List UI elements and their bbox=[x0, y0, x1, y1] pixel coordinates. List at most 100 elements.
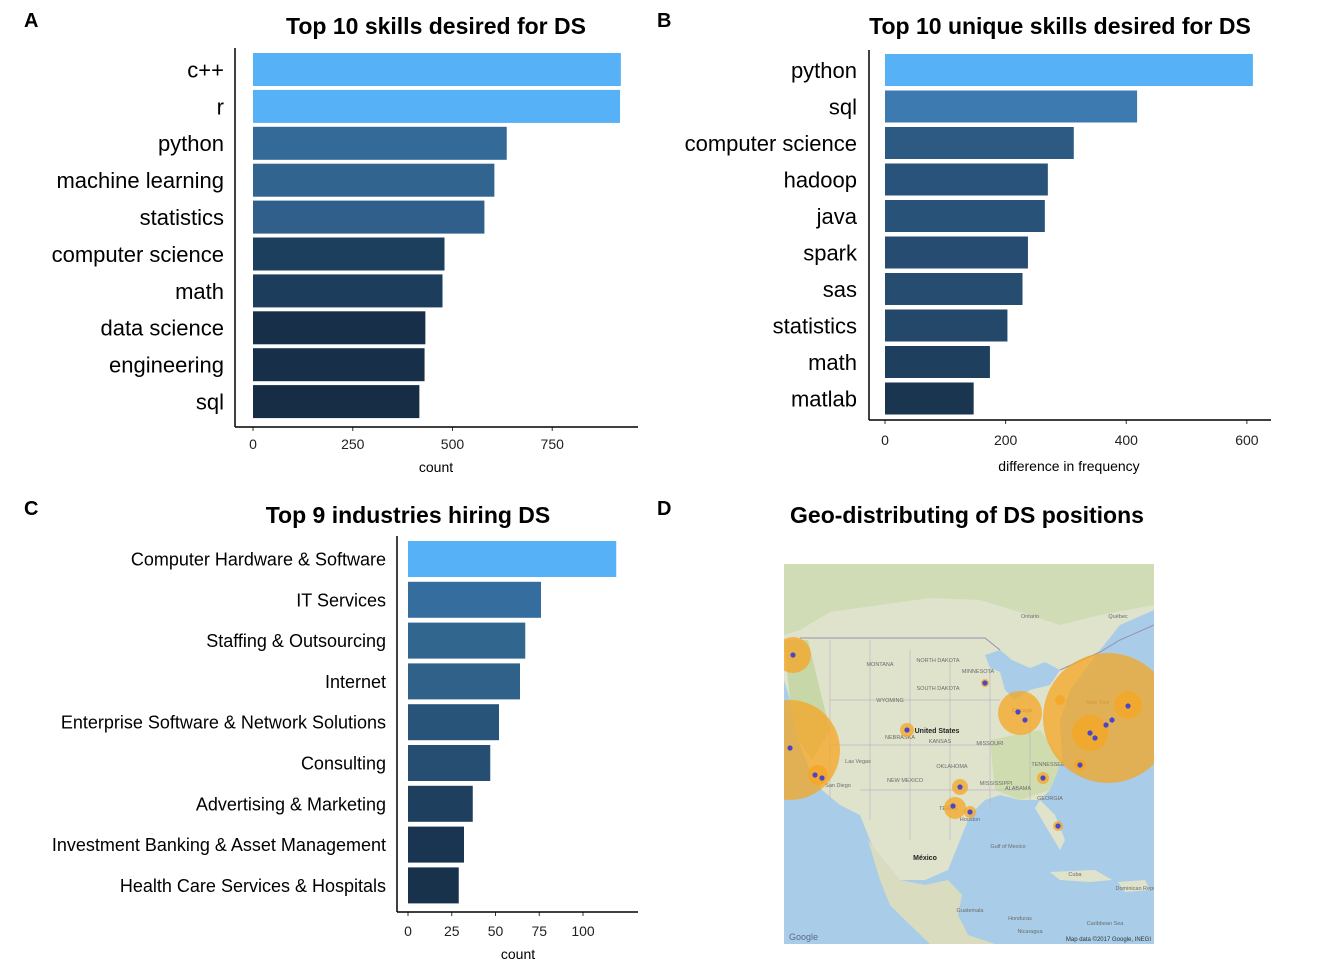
panel-label-d: D bbox=[657, 498, 672, 520]
map-label: OKLAHOMA bbox=[936, 764, 968, 770]
map-marker bbox=[1125, 703, 1131, 709]
map-label: United States bbox=[915, 728, 960, 735]
chart-a-bar bbox=[253, 348, 425, 382]
chart-c-category-label: Health Care Services & Hospitals bbox=[120, 876, 386, 896]
map-marker bbox=[1087, 730, 1093, 736]
chart-a-category-label: statistics bbox=[140, 205, 224, 230]
map-marker bbox=[819, 775, 825, 781]
chart-b-bar bbox=[885, 273, 1023, 305]
map-label: SOUTH DAKOTA bbox=[917, 686, 960, 692]
map-land-hispaniola bbox=[1118, 880, 1150, 892]
chart-b-bar bbox=[885, 382, 974, 415]
chart-b-tick-label: 0 bbox=[881, 432, 889, 448]
map-label: ALABAMA bbox=[1005, 786, 1031, 792]
chart-b-tick-label: 600 bbox=[1235, 432, 1259, 448]
map-label: Dominican Republic bbox=[1116, 886, 1165, 892]
chart-c-x-axis-title: count bbox=[501, 946, 535, 962]
chart-a-category-labels: c++ r python machine learning statistics comp… bbox=[52, 57, 224, 414]
chart-b-bar bbox=[885, 200, 1045, 232]
map-bubble bbox=[808, 765, 828, 785]
chart-b-category-label: computer science bbox=[685, 131, 857, 156]
chart-b-bar bbox=[885, 54, 1253, 86]
chart-c-tick-label: 75 bbox=[531, 923, 547, 939]
chart-b-category-labels: python sql computer science hadoop java spark… bbox=[685, 58, 858, 412]
chart-c-category-label: Advertising & Marketing bbox=[196, 794, 386, 814]
map-marker bbox=[1015, 709, 1021, 715]
map-label: NORTH DAKOTA bbox=[916, 658, 960, 664]
map-labels: Ontario Québec MONTANA NORTH DAKOTA SOUTH DA… bbox=[825, 614, 1165, 935]
chart-c-tick-label: 100 bbox=[571, 923, 595, 939]
chart-a-category-label: engineering bbox=[109, 353, 224, 378]
chart-c-category-labels: Computer Hardware & Software IT Services S… bbox=[52, 549, 386, 895]
chart-a-bars bbox=[253, 53, 621, 419]
chart-b-category-label: math bbox=[808, 350, 857, 375]
map-label: Caribbean Sea bbox=[1087, 921, 1125, 927]
map-label: MINNESOTA bbox=[962, 669, 995, 675]
chart-c-bar bbox=[408, 826, 464, 863]
map-marker bbox=[967, 809, 973, 815]
chart-c-tick-label: 50 bbox=[488, 923, 504, 939]
chart-d: Geo-distributing of DS positions Ontario… bbox=[740, 502, 1173, 944]
chart-c: Top 9 industries hiring DS Computer Hard… bbox=[52, 502, 638, 962]
map-bubble bbox=[1055, 695, 1065, 705]
chart-c-bar bbox=[408, 622, 526, 659]
chart-a-x-axis-title: count bbox=[419, 459, 453, 475]
chart-c-bar bbox=[408, 541, 617, 577]
chart-a-category-label: sql bbox=[196, 390, 224, 415]
map[interactable]: Ontario Québec MONTANA NORTH DAKOTA SOUTH DA… bbox=[740, 564, 1173, 944]
map-attribution: Map data ©2017 Google, INEGI bbox=[1066, 936, 1151, 943]
map-bubbles bbox=[784, 637, 1154, 831]
chart-c-category-label: Consulting bbox=[301, 753, 386, 773]
map-marker bbox=[1109, 717, 1115, 723]
chart-c-bar bbox=[408, 745, 491, 781]
map-marker bbox=[1055, 823, 1061, 829]
map-marker bbox=[787, 745, 793, 751]
map-google-logo: Google bbox=[789, 932, 818, 942]
chart-a-title: Top 10 skills desired for DS bbox=[286, 13, 586, 39]
chart-c-tick-label: 0 bbox=[404, 923, 412, 939]
chart-a-bar bbox=[253, 237, 445, 271]
map-bubble bbox=[944, 797, 966, 819]
map-marker bbox=[950, 803, 956, 809]
chart-b-title: Top 10 unique skills desired for DS bbox=[869, 13, 1251, 39]
chart-a-category-label: data science bbox=[100, 316, 224, 341]
chart-c-bars bbox=[408, 541, 617, 904]
chart-b-bar bbox=[885, 309, 1008, 342]
chart-a-ticks: 0 250 500 750 bbox=[249, 427, 564, 452]
chart-b-category-label: spark bbox=[803, 240, 858, 265]
panel-label-c: C bbox=[24, 498, 39, 520]
chart-c-category-label: Staffing & Outsourcing bbox=[206, 631, 386, 651]
map-marker bbox=[1077, 762, 1083, 768]
chart-b-category-label: sql bbox=[829, 94, 857, 119]
chart-c-title: Top 9 industries hiring DS bbox=[266, 502, 551, 528]
map-label: San Diego bbox=[825, 783, 851, 789]
map-label: MONTANA bbox=[866, 662, 893, 668]
chart-b-category-label: java bbox=[816, 204, 858, 229]
map-land-florida bbox=[1035, 800, 1065, 850]
map-label: Cuba bbox=[1068, 872, 1082, 878]
map-label: Gulf of Mexico bbox=[990, 844, 1025, 850]
chart-c-bar bbox=[408, 785, 473, 822]
map-bubble bbox=[784, 637, 811, 673]
chart-a-bar bbox=[253, 200, 485, 234]
map-marker bbox=[812, 772, 818, 778]
chart-b-bar bbox=[885, 236, 1028, 269]
chart-a-bar bbox=[253, 163, 495, 197]
chart-a-category-label: math bbox=[175, 279, 224, 304]
map-green-north bbox=[784, 564, 1154, 635]
chart-c-bar bbox=[408, 663, 520, 700]
chart-b-bar bbox=[885, 163, 1048, 196]
map-label: Nicaragua bbox=[1017, 929, 1043, 935]
chart-a-tick-label: 750 bbox=[541, 436, 565, 452]
map-label: MISSOURI bbox=[976, 741, 1004, 747]
chart-c-category-label: Investment Banking & Asset Management bbox=[52, 835, 386, 855]
map-label: Honduras bbox=[1008, 916, 1032, 922]
chart-b-bar bbox=[885, 346, 990, 378]
chart-b-category-label: statistics bbox=[773, 313, 857, 338]
chart-d-title: Geo-distributing of DS positions bbox=[790, 502, 1144, 528]
chart-b-tick-label: 200 bbox=[994, 432, 1018, 448]
chart-a-tick-label: 500 bbox=[441, 436, 465, 452]
chart-b-bars bbox=[885, 54, 1253, 415]
chart-a-tick-label: 0 bbox=[249, 436, 257, 452]
chart-b-bar bbox=[885, 127, 1074, 159]
